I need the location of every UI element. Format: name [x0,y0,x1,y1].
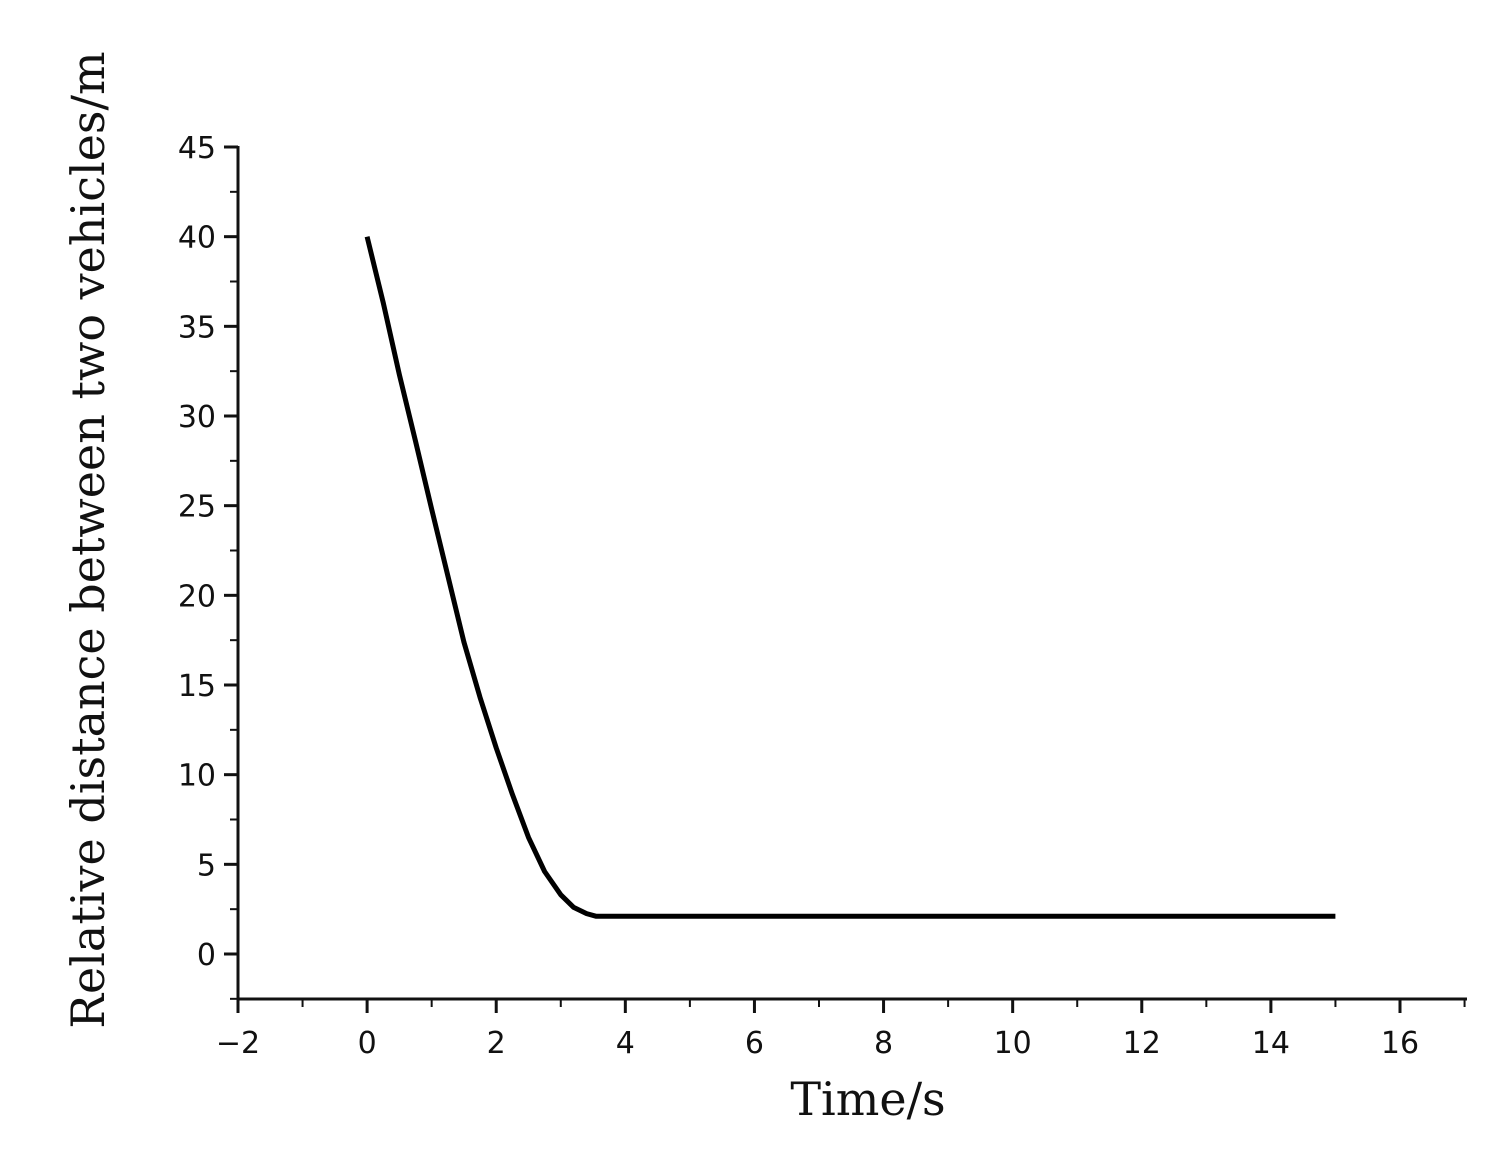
series [364,236,1336,919]
y-tick-label: 10 [178,759,216,794]
x-tick-label: 2 [487,1026,506,1061]
x-tick-label: 6 [745,1026,764,1061]
y-tick-label: 35 [178,310,216,345]
y-tick-label: 40 [178,221,216,256]
x-tick-label: −2 [216,1026,260,1061]
y-tick-label: 25 [178,490,216,525]
y-tick-label: 30 [178,400,216,435]
y-tick-label: 20 [178,579,216,614]
x-tick-label: 4 [616,1026,635,1061]
y-tick-label: 45 [178,131,216,166]
y-tick-label: 0 [197,938,216,973]
y-tick-label: 5 [197,848,216,883]
x-tick-label: 14 [1252,1026,1290,1061]
axes [236,146,1467,1001]
y-tick-label: 15 [178,669,216,704]
y-axis-title: Relative distance between two vehicles/m [61,51,115,1028]
series-line [364,236,1336,919]
x-tick-label: 0 [358,1026,377,1061]
ticks: −2 0 2 4 6 8 10 12 14 16 0 5 10 15 20 25 30 35 40 45 [178,131,1466,1061]
x-tick-label: 8 [874,1026,893,1061]
x-tick-label: 10 [994,1026,1032,1061]
x-axis-title: Time/s [790,1072,945,1126]
x-tick-label: 12 [1123,1026,1161,1061]
x-tick-label: 16 [1381,1026,1419,1061]
